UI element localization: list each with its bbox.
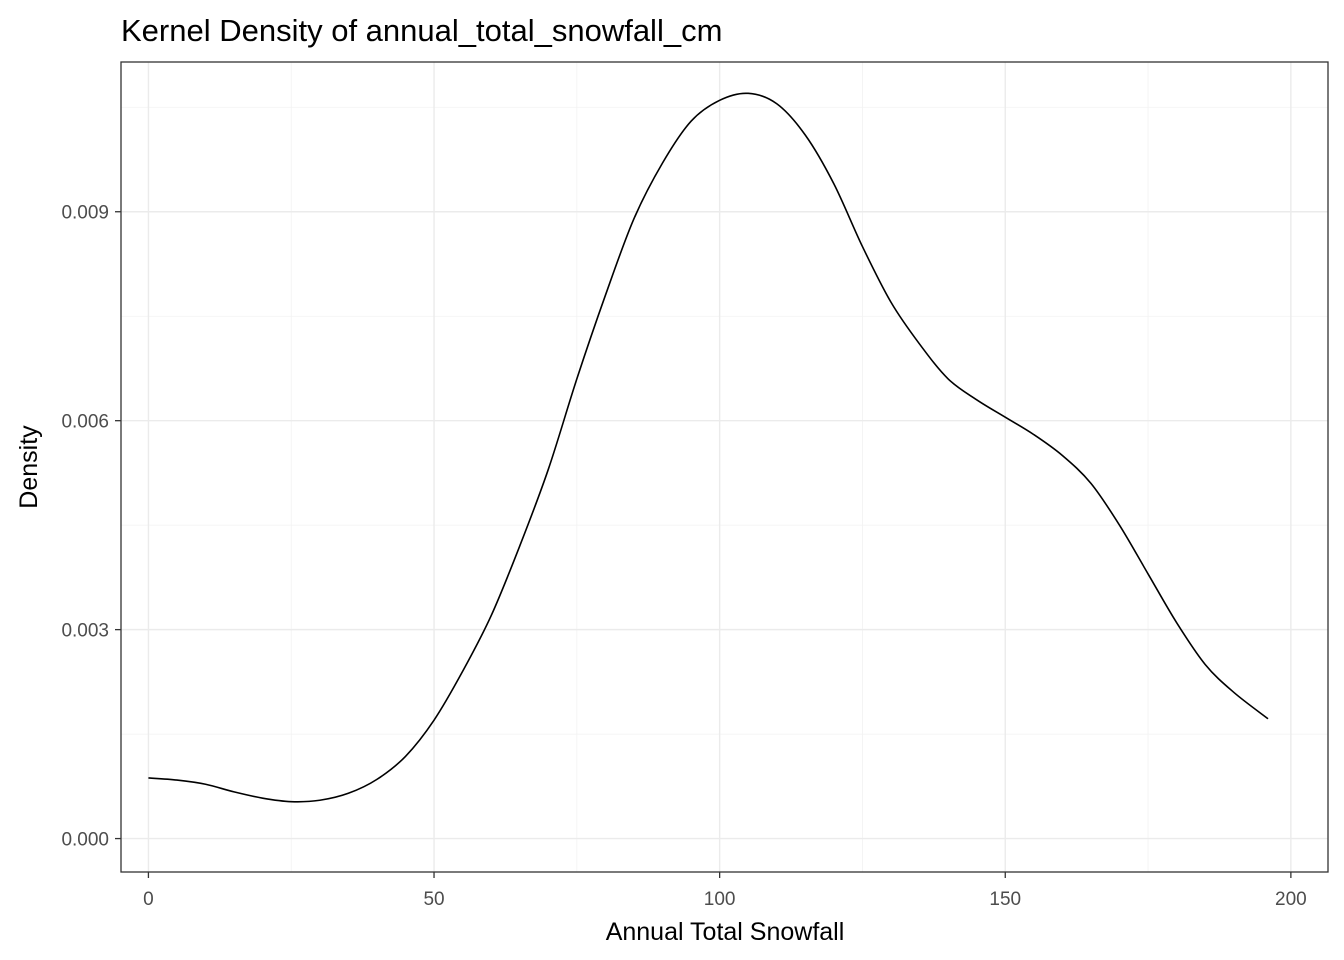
x-tick-label: 0 — [143, 889, 154, 910]
axis-ticks: 0 50 100 150 200 0.000 0.003 0.006 0.009 — [61, 203, 1306, 910]
y-tick-label: 0.009 — [61, 203, 109, 224]
y-tick-label: 0.003 — [61, 621, 109, 642]
x-axis-title: Annual Total Snowfall — [606, 918, 845, 946]
y-axis-title: Density — [15, 425, 43, 509]
density-curve — [148, 92, 1269, 803]
x-tick-label: 50 — [423, 889, 444, 910]
x-tick-label: 150 — [989, 889, 1021, 910]
grid — [121, 62, 1328, 872]
x-tick-label: 100 — [704, 889, 736, 910]
y-tick-label: 0.000 — [61, 830, 109, 851]
chart-title: Kernel Density of annual_total_snowfall_… — [121, 13, 722, 48]
x-tick-label: 200 — [1275, 889, 1307, 910]
series-layer — [148, 92, 1269, 803]
panel-border — [120, 61, 1329, 873]
y-tick-label: 0.006 — [61, 412, 109, 433]
